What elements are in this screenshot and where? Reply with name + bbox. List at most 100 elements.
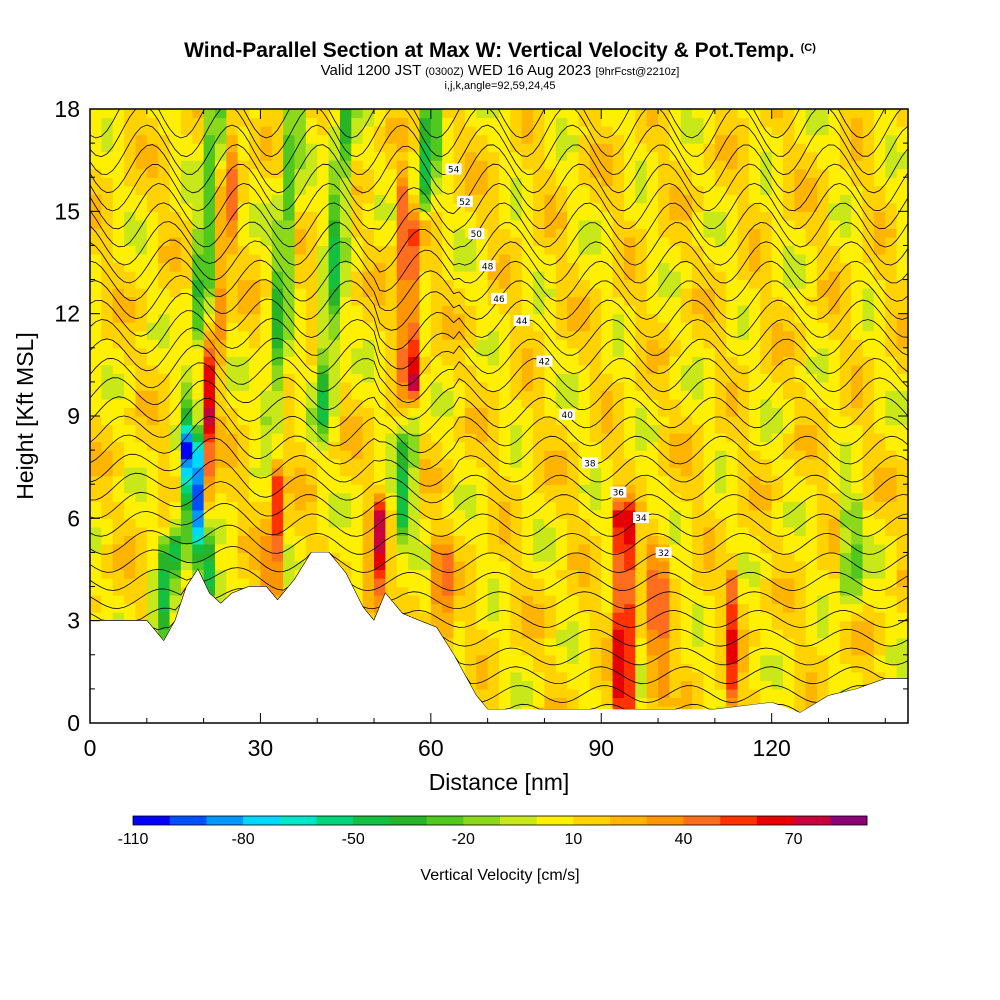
field-cell [328, 109, 341, 119]
field-cell [601, 543, 614, 554]
field-cell [589, 134, 602, 144]
field-cell [464, 646, 477, 656]
field-cell [748, 381, 761, 392]
field-cell [419, 450, 432, 460]
field-cell [351, 424, 364, 434]
field-cell [578, 603, 591, 613]
field-cell [601, 236, 614, 247]
field-cell [862, 543, 875, 554]
field-cell [680, 109, 693, 119]
field-cell [476, 305, 489, 315]
field-cell [294, 245, 307, 255]
field-cell [351, 253, 364, 264]
field-cell [760, 560, 773, 571]
field-cell [635, 109, 648, 119]
field-cell [623, 535, 636, 545]
field-cell [714, 646, 727, 656]
field-cell [374, 194, 386, 204]
field-cell [90, 109, 102, 119]
field-cell [271, 236, 284, 247]
field-cell [362, 595, 375, 605]
field-cell [237, 271, 250, 281]
field-cell [521, 569, 534, 579]
field-cell [703, 416, 716, 426]
field-cell [374, 228, 386, 238]
field-cell [783, 134, 795, 144]
field-cell [249, 492, 262, 502]
field-cell [805, 416, 818, 426]
field-cell [794, 654, 807, 664]
field-cell [146, 356, 159, 366]
field-cell [612, 603, 625, 613]
field-cell [317, 364, 330, 374]
field-cell [203, 151, 216, 161]
field-cell [283, 271, 296, 281]
field-cell [726, 126, 739, 136]
field-cell [419, 475, 432, 485]
field-cell [521, 339, 534, 349]
field-cell [169, 441, 182, 451]
field-cell [271, 390, 284, 400]
field-cell [760, 416, 773, 426]
field-cell [90, 441, 102, 451]
field-cell [601, 509, 614, 519]
field-cell [737, 680, 750, 690]
field-cell [146, 330, 159, 340]
field-cell [510, 347, 523, 357]
field-cell [146, 271, 159, 281]
field-cell [851, 330, 864, 340]
field-cell [783, 339, 795, 349]
field-cell [260, 185, 273, 195]
field-cell [726, 680, 739, 690]
field-cell [589, 381, 602, 392]
field-cell [521, 271, 534, 281]
field-cell [294, 211, 307, 221]
field-cell [658, 450, 671, 460]
field-cell [226, 458, 239, 468]
field-cell [737, 433, 750, 443]
field-cell [794, 663, 807, 673]
field-cell [737, 612, 750, 622]
field-cell [828, 629, 841, 639]
field-cell [521, 458, 534, 468]
field-cell [533, 322, 546, 332]
field-cell [839, 586, 852, 596]
field-cell [294, 390, 307, 400]
field-cell [828, 390, 841, 400]
field-cell [737, 194, 750, 204]
field-cell [669, 586, 682, 596]
field-cell [169, 143, 182, 153]
field-cell [294, 160, 307, 170]
field-cell [328, 492, 341, 502]
field-cell [442, 262, 455, 272]
field-cell [124, 543, 137, 554]
field-cell [771, 637, 784, 647]
field-cell [169, 398, 182, 409]
field-cell [510, 245, 523, 255]
field-cell [305, 219, 318, 229]
field-cell [180, 569, 193, 579]
field-cell [589, 560, 602, 571]
field-cell [510, 543, 523, 554]
field-cell [442, 450, 455, 460]
field-cell [305, 228, 318, 238]
field-cell [828, 595, 841, 605]
field-cell [101, 560, 114, 571]
field-cell [499, 134, 511, 144]
field-cell [90, 526, 102, 536]
field-cell [567, 126, 580, 136]
field-cell [760, 330, 773, 340]
field-cell [680, 305, 693, 315]
field-cell [703, 484, 716, 494]
field-cell [692, 654, 705, 664]
field-cell [623, 552, 636, 562]
field-cell [623, 262, 636, 272]
field-cell [374, 433, 386, 443]
field-cell [385, 424, 398, 434]
field-cell [158, 262, 171, 272]
field-cell [283, 339, 296, 349]
field-cell [805, 245, 818, 255]
field-cell [271, 168, 284, 178]
field-cell [510, 492, 523, 502]
